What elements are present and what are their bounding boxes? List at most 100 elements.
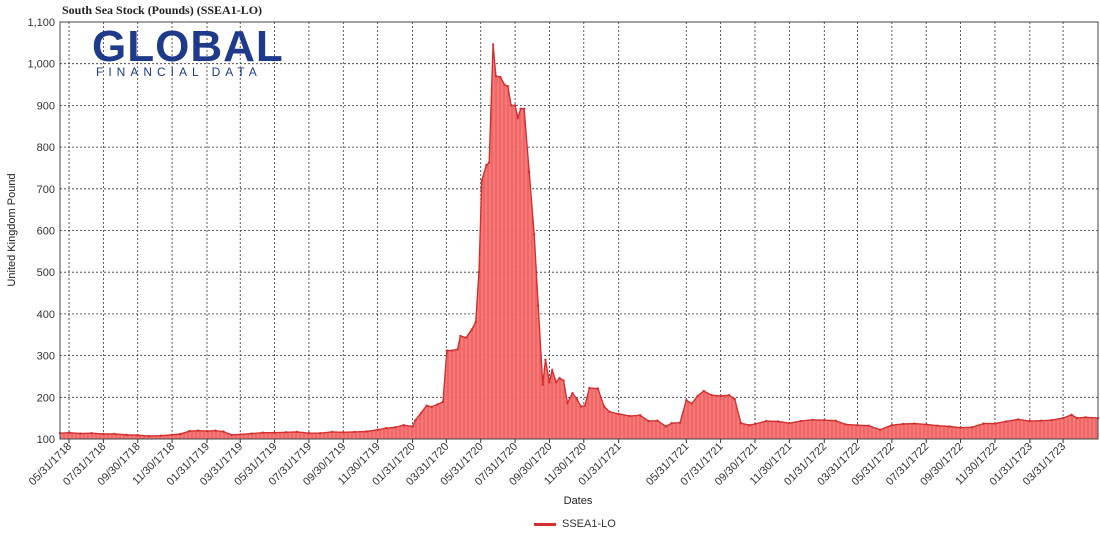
- x-axis-title: Dates: [564, 495, 593, 507]
- data-point: [90, 431, 93, 435]
- data-point: [474, 321, 477, 324]
- data-point: [402, 424, 405, 427]
- data-point: [284, 431, 288, 434]
- data-point: [477, 271, 481, 274]
- series-area: [58, 43, 1100, 439]
- data-point: [647, 419, 650, 423]
- data-point: [196, 429, 200, 432]
- data-point: [579, 405, 583, 408]
- data-point: [519, 107, 522, 110]
- data-point: [548, 381, 551, 384]
- data-point: [834, 419, 837, 422]
- data-point: [222, 430, 225, 433]
- data-point: [419, 411, 423, 415]
- data-point: [551, 368, 554, 372]
- data-point: [558, 376, 561, 380]
- data-point: [170, 433, 174, 437]
- data-point: [856, 424, 859, 427]
- data-point: [696, 394, 699, 398]
- data-point: [365, 430, 368, 433]
- data-point: [765, 419, 768, 423]
- y-tick-label: 800: [37, 142, 55, 154]
- data-point: [562, 379, 565, 382]
- data-point: [571, 391, 574, 395]
- data-point: [1050, 419, 1053, 422]
- plot-frame: [59, 21, 1099, 440]
- data-point: [230, 433, 233, 437]
- data-point: [102, 432, 105, 436]
- data-point: [307, 431, 311, 435]
- data-point: [982, 422, 985, 425]
- y-tick-label: 1,100: [27, 17, 55, 29]
- data-point: [147, 434, 151, 438]
- data-point: [384, 426, 388, 430]
- data-point: [823, 419, 826, 422]
- data-point: [788, 421, 791, 425]
- y-axis-title: United Kingdom Pound: [6, 173, 18, 286]
- data-point: [1070, 413, 1073, 417]
- plot-border: [59, 21, 1099, 440]
- data-point: [753, 422, 757, 426]
- data-point: [522, 107, 526, 110]
- data-point: [970, 426, 974, 429]
- data-point: [470, 328, 473, 331]
- data-point: [596, 387, 600, 390]
- data-point: [948, 425, 951, 428]
- data-point: [159, 434, 163, 437]
- data-point: [925, 423, 928, 426]
- data-point: [393, 426, 397, 429]
- y-tick-label: 300: [37, 351, 55, 363]
- data-point: [776, 420, 780, 423]
- data-point: [516, 116, 520, 120]
- data-point: [1039, 419, 1043, 422]
- data-point: [739, 421, 743, 425]
- data-point: [319, 431, 322, 435]
- data-point: [342, 431, 345, 434]
- y-tick-label: 600: [37, 226, 55, 238]
- data-point: [205, 429, 209, 433]
- data-point: [710, 394, 713, 397]
- data-point: [273, 431, 276, 434]
- y-tick-label: 1,000: [27, 59, 55, 71]
- series-hatching: [59, 76, 1097, 439]
- data-point: [79, 432, 82, 435]
- data-point: [748, 424, 751, 427]
- data-point: [602, 405, 606, 408]
- data-point: [901, 422, 905, 426]
- data-point: [656, 419, 659, 422]
- data-point: [179, 432, 182, 436]
- data-point: [583, 404, 587, 407]
- data-point: [608, 410, 611, 414]
- data-point: [113, 432, 116, 436]
- data-point: [527, 170, 531, 174]
- legend-label: SSEA1-LO: [562, 518, 616, 530]
- data-point: [68, 431, 71, 434]
- data-point: [1004, 420, 1008, 423]
- data-point: [487, 161, 491, 164]
- data-point: [499, 75, 502, 79]
- data-point: [464, 336, 468, 339]
- data-point: [188, 429, 191, 433]
- data-point: [690, 402, 694, 405]
- data-point: [1084, 416, 1087, 419]
- y-tick-label: 400: [37, 309, 55, 321]
- data-point: [436, 403, 439, 406]
- data-point: [993, 422, 997, 425]
- data-point: [727, 394, 731, 397]
- data-point: [503, 83, 506, 86]
- data-point: [136, 434, 139, 437]
- data-point: [1028, 419, 1032, 423]
- data-point: [1061, 416, 1065, 420]
- data-point: [430, 405, 433, 409]
- data-point: [588, 386, 591, 390]
- data-point: [250, 432, 253, 435]
- data-point: [353, 430, 356, 434]
- data-point: [844, 423, 847, 426]
- data-point: [425, 404, 428, 407]
- data-point: [541, 383, 544, 386]
- data-point: [330, 430, 334, 434]
- data-point: [445, 349, 449, 352]
- legend[interactable]: SSEA1-LO: [534, 518, 616, 530]
- data-point: [125, 433, 128, 437]
